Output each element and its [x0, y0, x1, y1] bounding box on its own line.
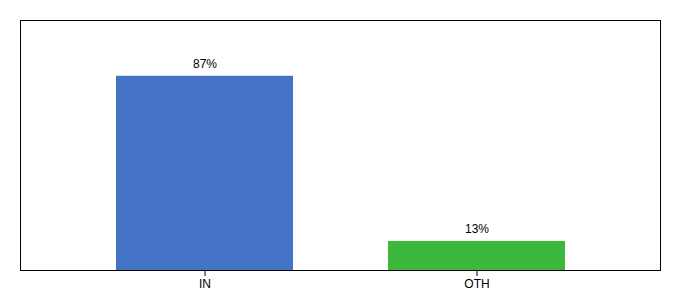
svg-text:OTH: OTH [464, 277, 489, 291]
svg-text:87%: 87% [193, 57, 217, 71]
svg-text:IN: IN [199, 277, 211, 291]
svg-text:13%: 13% [465, 222, 489, 236]
